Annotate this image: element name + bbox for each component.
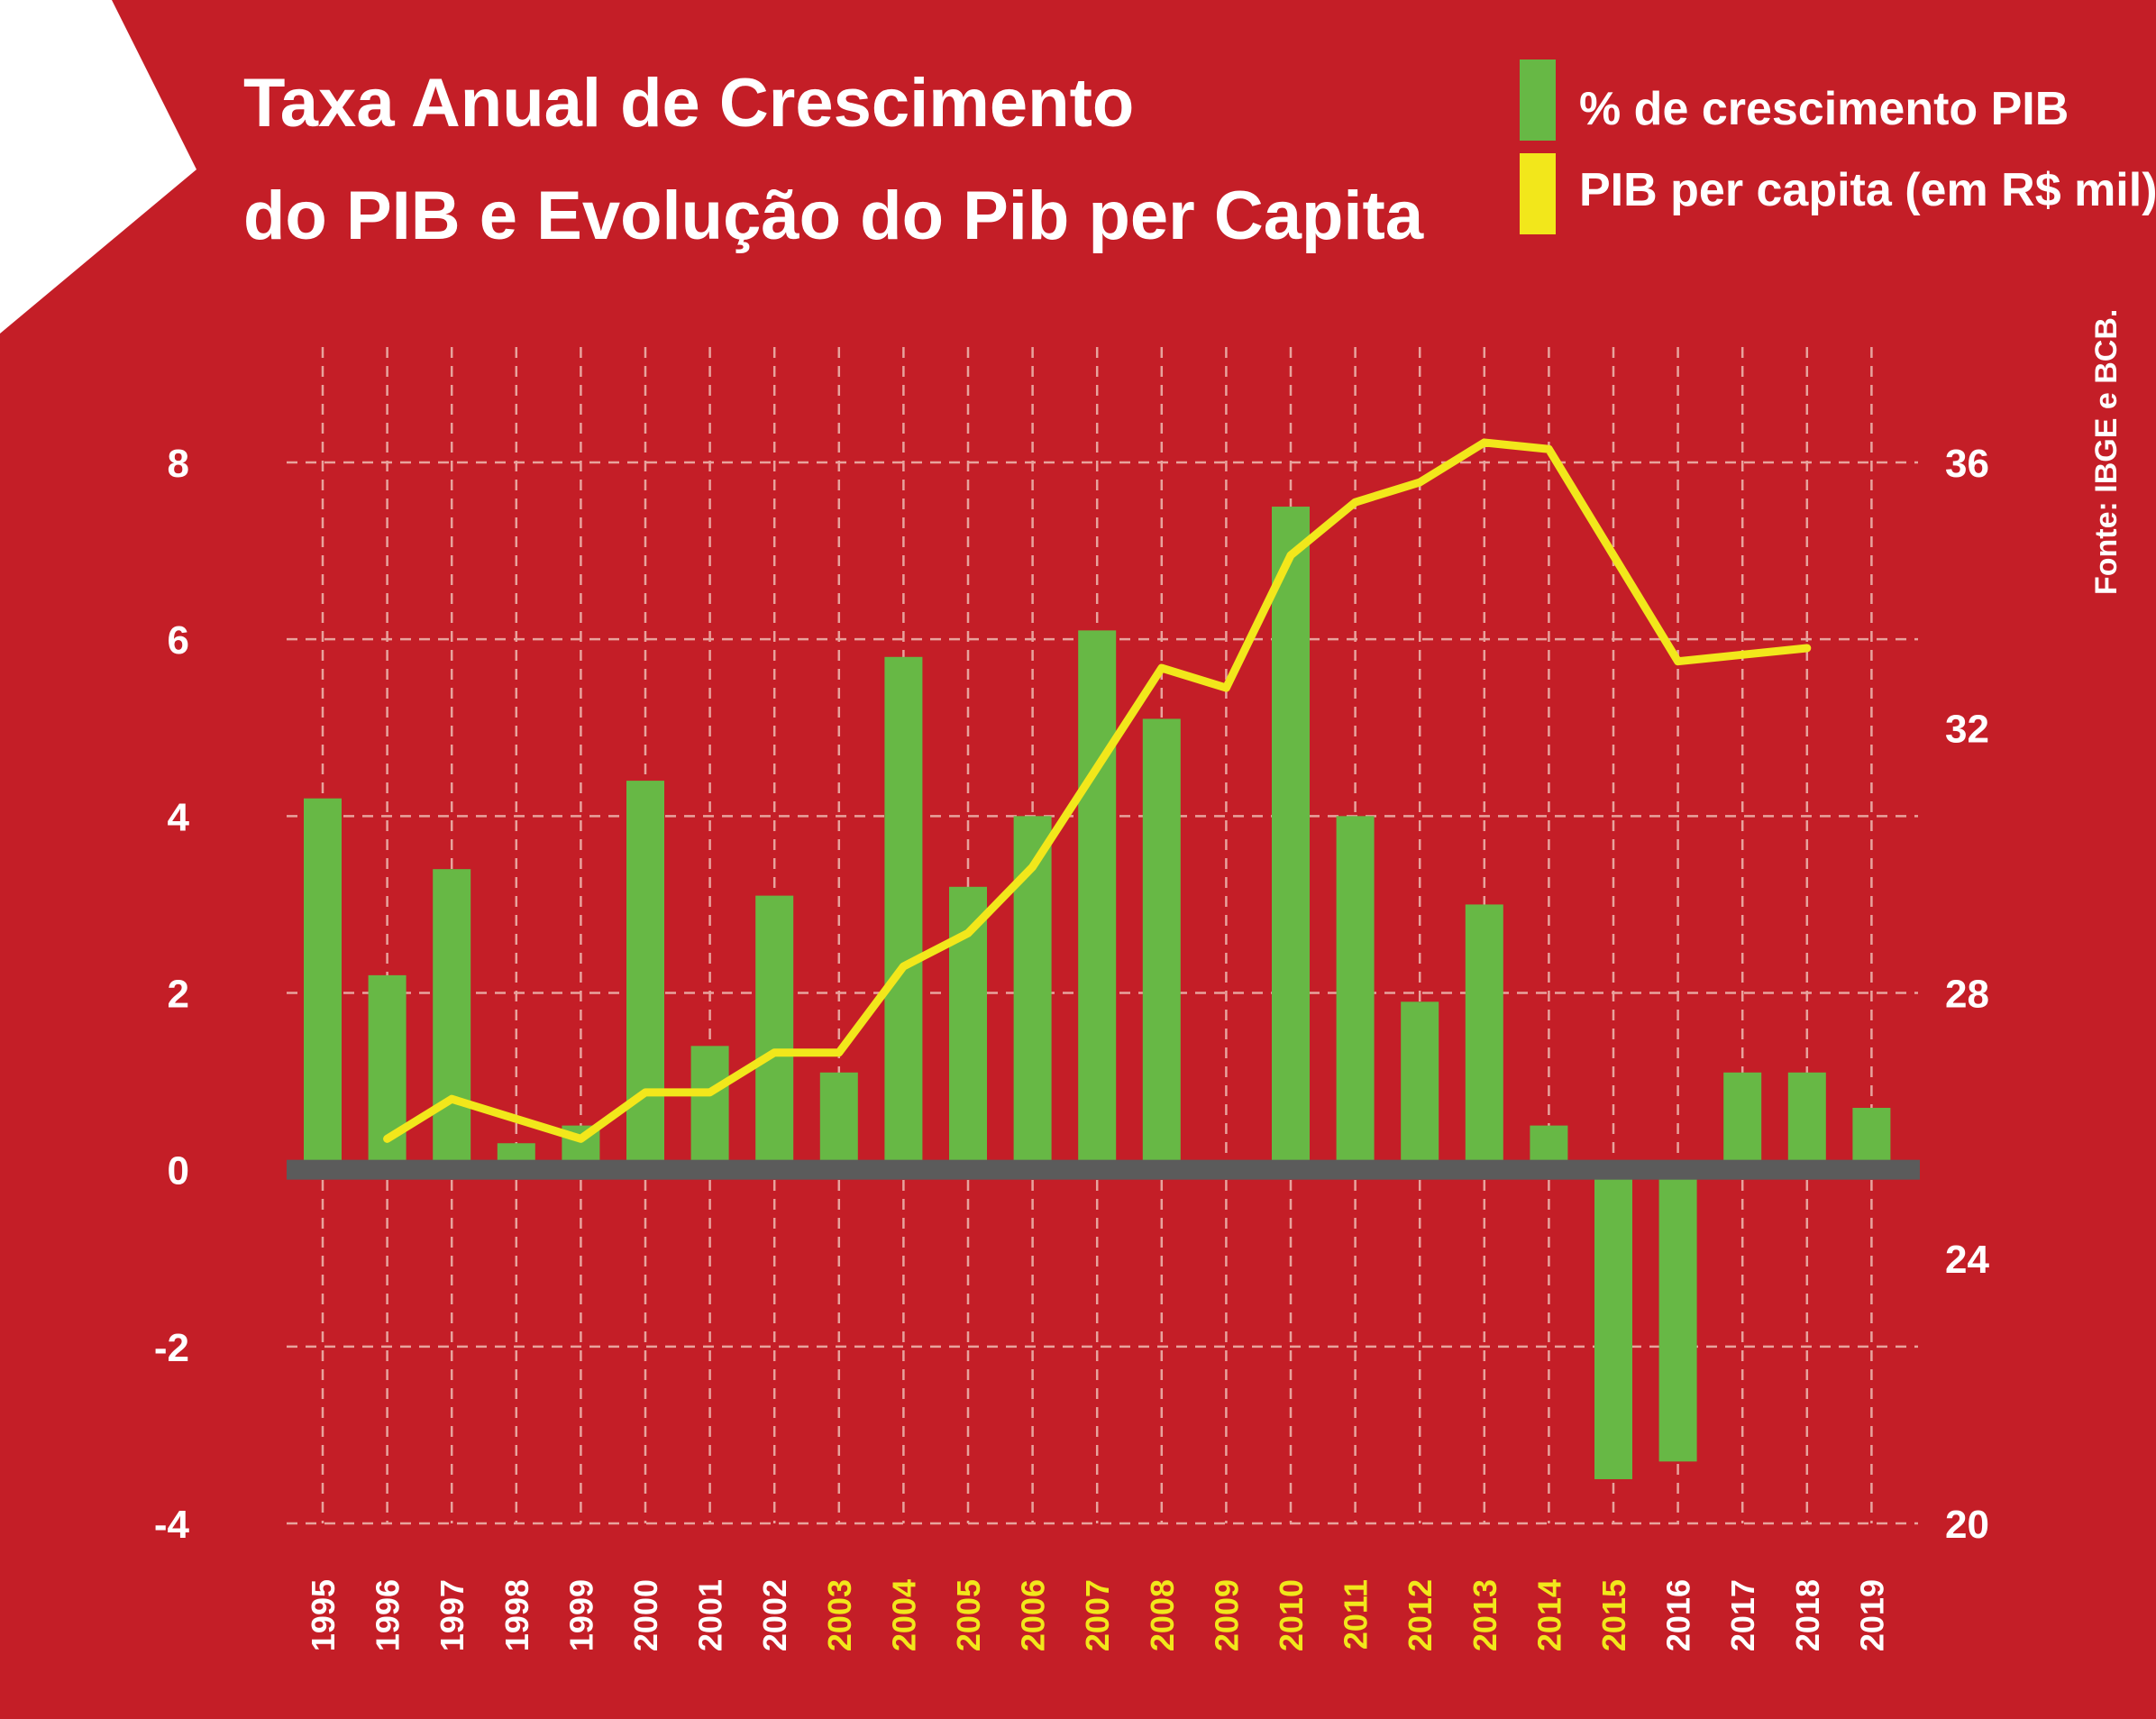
x-tick-label-2007: 2007 <box>1079 1579 1116 1651</box>
x-tick-label-1996: 1996 <box>370 1579 407 1651</box>
x-tick-label-2004: 2004 <box>885 1579 922 1651</box>
right-tick-label: 24 <box>1945 1238 1989 1282</box>
bar-2007 <box>1078 630 1117 1170</box>
x-tick-label-2012: 2012 <box>1402 1579 1439 1651</box>
chart-title-line-1: Taxa Anual de Crescimento <box>243 65 1134 142</box>
bar-2018 <box>1787 1072 1826 1170</box>
left-tick-label: 2 <box>168 973 189 1017</box>
bar-2010 <box>1272 507 1310 1170</box>
legend-swatch-per-capita <box>1520 153 1556 234</box>
x-tick-label-2000: 2000 <box>627 1579 664 1651</box>
x-tick-label-2018: 2018 <box>1789 1579 1826 1651</box>
zero-axis-line <box>287 1159 1920 1180</box>
right-tick-label: 32 <box>1945 707 1989 751</box>
bar-2001 <box>690 1046 729 1170</box>
x-tick-label-2017: 2017 <box>1724 1579 1761 1651</box>
bar-2017 <box>1723 1072 1762 1170</box>
x-tick-label-2003: 2003 <box>821 1579 858 1651</box>
x-tick-label-1998: 1998 <box>498 1579 535 1651</box>
x-tick-label-2019: 2019 <box>1853 1579 1890 1651</box>
bar-2013 <box>1465 904 1503 1170</box>
bar-2002 <box>755 895 794 1170</box>
x-tick-label-1995: 1995 <box>305 1579 342 1651</box>
source-note: Fonte: IBGE e BCB. <box>2089 309 2124 595</box>
left-tick-label: -2 <box>154 1326 189 1370</box>
x-tick-label-2008: 2008 <box>1144 1579 1181 1651</box>
left-tick-label: 6 <box>168 618 189 663</box>
bar-1997 <box>433 869 471 1170</box>
x-tick-label-2009: 2009 <box>1208 1579 1245 1651</box>
x-tick-label-2010: 2010 <box>1273 1579 1310 1651</box>
x-tick-label-2011: 2011 <box>1338 1579 1375 1650</box>
left-tick-label: 4 <box>168 795 190 839</box>
x-tick-label-2001: 2001 <box>692 1579 729 1651</box>
x-tick-label-2005: 2005 <box>950 1579 987 1651</box>
bar-2015 <box>1594 1169 1632 1479</box>
left-axis-ticks: 8 6 4 2 0 -2 -4 <box>154 442 190 1547</box>
left-tick-label: 0 <box>168 1149 189 1193</box>
x-axis-labels: 1995 1996 1997 1998 1999 2000 2001 2002 2003 2004… <box>305 1579 1890 1651</box>
right-tick-label: 28 <box>1945 973 1989 1017</box>
right-axis-ticks: 36 32 28 24 20 <box>1945 442 1989 1547</box>
right-tick-label: 36 <box>1945 442 1989 486</box>
x-tick-label-1999: 1999 <box>562 1579 599 1651</box>
x-tick-label-2015: 2015 <box>1595 1579 1632 1651</box>
x-tick-label-2014: 2014 <box>1530 1579 1567 1651</box>
bar-2008 <box>1142 718 1181 1170</box>
x-tick-label-2016: 2016 <box>1660 1579 1697 1651</box>
corner-arrow-decoration <box>0 0 196 334</box>
left-tick-label: -4 <box>154 1503 190 1547</box>
bar-2011 <box>1336 816 1375 1170</box>
bar-2004 <box>884 656 923 1170</box>
bar-2016 <box>1658 1169 1697 1462</box>
x-tick-label-2013: 2013 <box>1466 1579 1503 1651</box>
per-capita-line <box>383 438 1812 1143</box>
legend-label-per-capita: PIB per capita (em R$ mil) <box>1579 164 2156 216</box>
bar-2003 <box>819 1072 858 1170</box>
bar-2012 <box>1401 1001 1439 1170</box>
legend-swatch-growth <box>1520 59 1556 141</box>
bar-2000 <box>626 781 664 1170</box>
bar-1995 <box>304 798 342 1170</box>
chart-title-line-2: do PIB e Evolução do Pib per Capita <box>243 178 1424 254</box>
line-series <box>383 438 1812 1143</box>
legend-label-growth: % de crescimento PIB <box>1579 83 2069 135</box>
left-tick-label: 8 <box>168 442 189 486</box>
x-tick-label-2006: 2006 <box>1015 1579 1052 1651</box>
right-tick-label: 20 <box>1945 1503 1989 1547</box>
bar-2019 <box>1852 1108 1891 1170</box>
x-tick-label-2002: 2002 <box>756 1579 793 1651</box>
x-tick-label-1997: 1997 <box>434 1579 470 1651</box>
